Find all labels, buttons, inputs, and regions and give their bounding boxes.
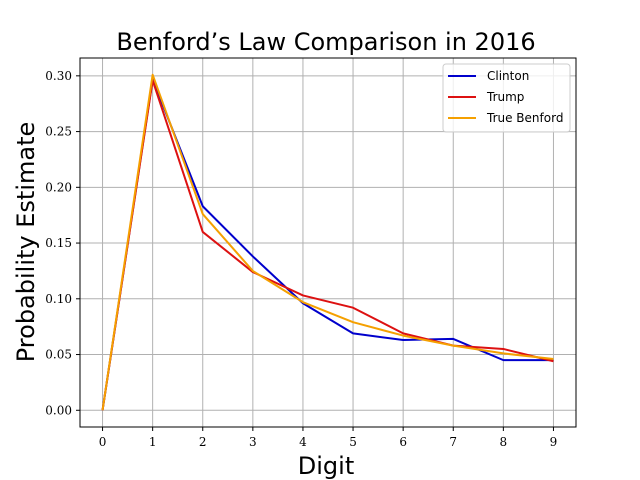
x-tick-label: 1: [149, 435, 157, 449]
legend: Clinton Trump True Benford: [442, 63, 571, 133]
x-tick-label: 0: [99, 435, 107, 449]
x-tick-label: 6: [399, 435, 407, 449]
series-line-trump: [101, 79, 554, 411]
x-tick-label: 8: [500, 435, 508, 449]
y-axis-label: Probability Estimate: [12, 122, 40, 363]
series-layer: [101, 73, 554, 411]
x-tick-label: 4: [299, 435, 307, 449]
x-tick-label: 5: [349, 435, 357, 449]
x-axis: 0 1 2 3 4 5 6 7 8 9: [99, 427, 558, 449]
x-axis-label: Digit: [298, 452, 354, 480]
y-tick-label: 0.30: [45, 69, 72, 83]
plot-frame: [79, 57, 577, 428]
legend-box: [442, 63, 571, 133]
y-tick-label: 0.10: [45, 292, 72, 306]
y-tick-label: 0.00: [45, 403, 72, 417]
chart-title: Benford’s Law Comparison in 2016: [116, 28, 535, 56]
y-axis: 0.00 0.05 0.10 0.15 0.20 0.25 0.30: [45, 69, 80, 417]
x-tick-label: 9: [550, 435, 558, 449]
y-tick-label: 0.20: [45, 180, 72, 194]
y-tick-label: 0.25: [45, 125, 72, 139]
x-tick-label: 7: [449, 435, 457, 449]
legend-label-trump: Trump: [486, 90, 524, 104]
x-tick-label: 3: [249, 435, 257, 449]
y-tick-label: 0.05: [45, 348, 72, 362]
y-tick-label: 0.15: [45, 236, 72, 250]
grid: [80, 58, 576, 427]
series-line-true-benford: [101, 73, 554, 411]
legend-label-true-benford: True Benford: [486, 111, 563, 125]
x-tick-label: 2: [199, 435, 207, 449]
legend-label-clinton: Clinton: [487, 69, 529, 83]
